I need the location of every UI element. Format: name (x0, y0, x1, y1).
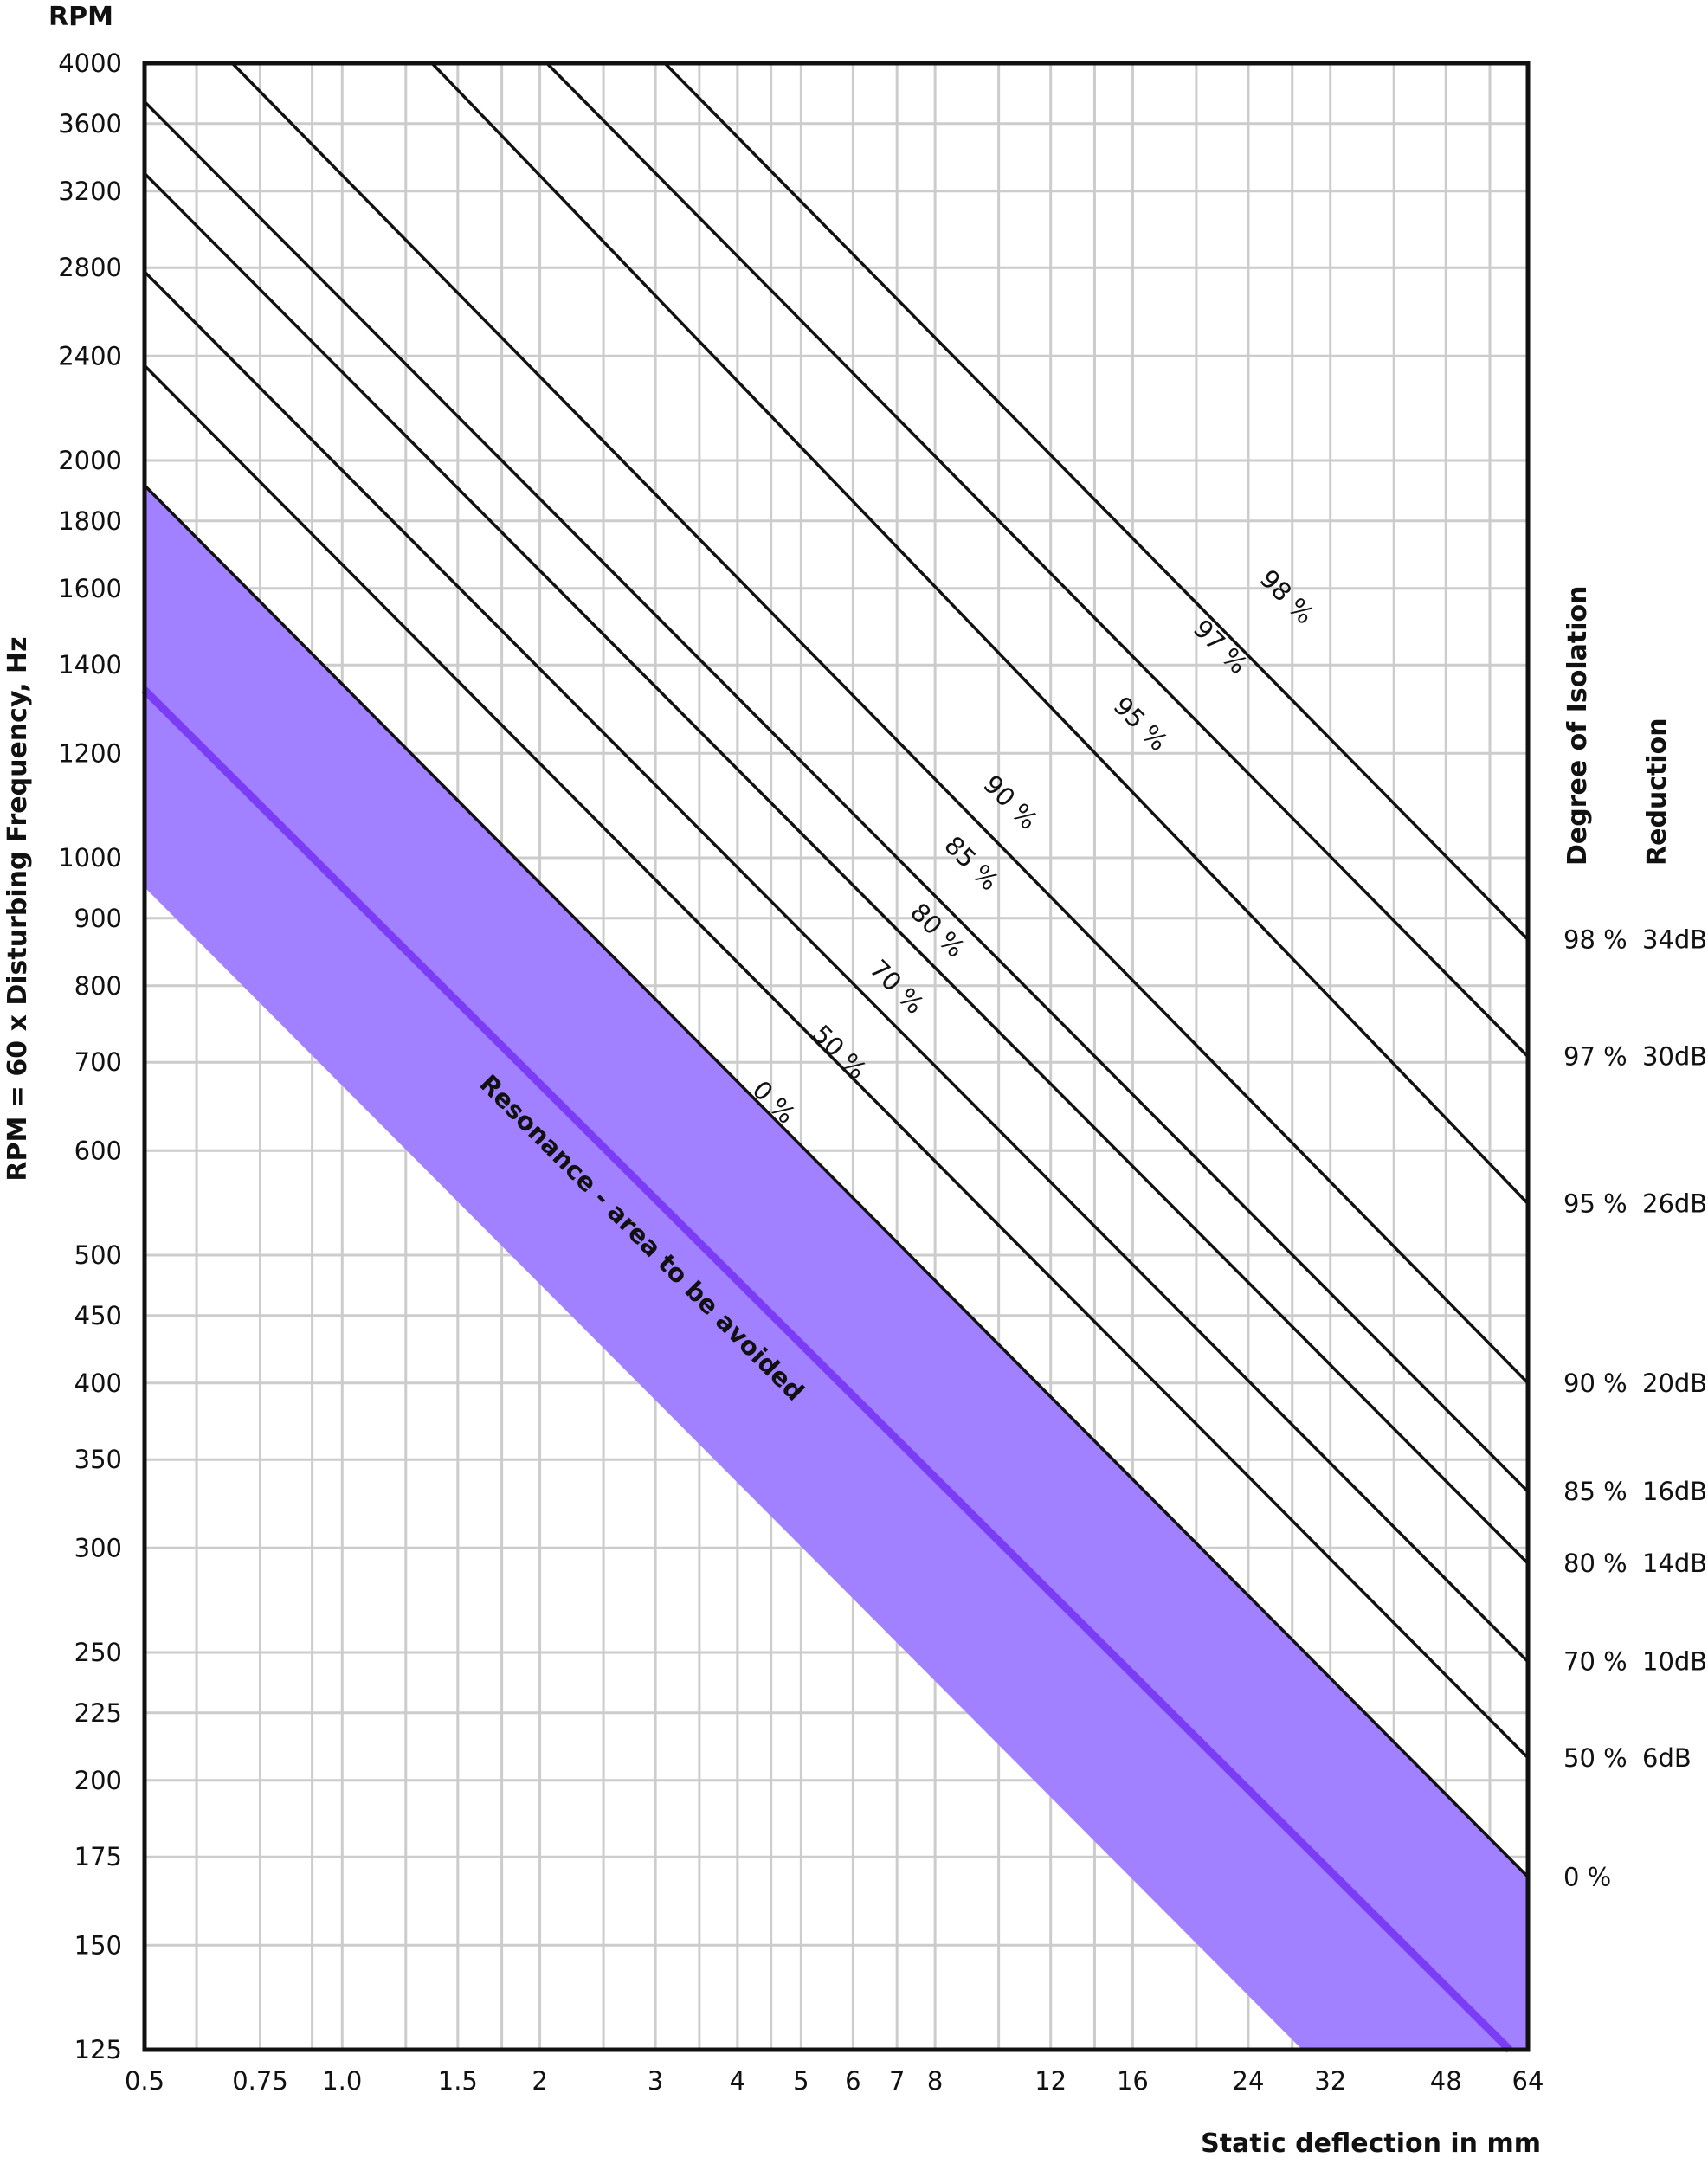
y-tick-label: 225 (74, 1698, 122, 1728)
x-tick-label: 4 (730, 2066, 745, 2096)
isolation-value: 97 % (1563, 1042, 1627, 1072)
curve-label: 90 % (977, 770, 1043, 835)
x-axis-title: Static deflection in mm (1201, 2129, 1541, 2159)
y-tick-label: 2800 (58, 253, 122, 282)
y-tick-label: 250 (74, 1638, 122, 1667)
y-tick-label: 3600 (58, 109, 122, 138)
resonance-band-area (145, 485, 1528, 2050)
isolation-curves (143, 61, 1530, 1878)
x-tick-label: 16 (1117, 2066, 1149, 2096)
y-tick-label: 450 (74, 1301, 122, 1330)
curve-label: 95 % (1108, 691, 1174, 757)
x-tick-label: 7 (889, 2066, 905, 2096)
x-tick-label: 3 (648, 2066, 663, 2096)
y-tick-label: 3200 (58, 177, 122, 206)
reduction-header: Reduction (1642, 718, 1673, 866)
x-tick-label: 2 (532, 2066, 547, 2096)
x-tick-label: 0.75 (232, 2066, 288, 2096)
isolation-value: 85 % (1563, 1477, 1627, 1506)
reduction-value: 14dB (1642, 1549, 1707, 1578)
degree-of-isolation-header: Degree of Isolation (1563, 585, 1593, 866)
x-tick-label: 48 (1430, 2066, 1462, 2096)
isolation-curve (231, 61, 1530, 1384)
isolation-curve (143, 270, 1530, 1663)
y-tick-label: 1600 (58, 574, 122, 603)
x-tick-label: 5 (793, 2066, 809, 2096)
y-tick-label: 400 (74, 1369, 122, 1398)
y-tick-label: 350 (74, 1445, 122, 1474)
curve-label: 98 % (1254, 564, 1320, 629)
reduction-value: 34dB (1642, 925, 1707, 955)
reduction-value: 16dB (1642, 1477, 1707, 1506)
x-tick-label: 24 (1233, 2066, 1265, 2096)
y-axis-title: RPM = 60 x Disturbing Frequency, Hz (3, 636, 33, 1181)
x-tick-label: 64 (1512, 2066, 1544, 2096)
isolation-curve (663, 61, 1530, 941)
y-tick-label: 1200 (58, 738, 122, 768)
reduction-value: 6dB (1642, 1743, 1692, 1773)
reduction-value: 10dB (1642, 1647, 1707, 1677)
reduction-value: 26dB (1642, 1189, 1707, 1219)
isolation-value: 0 % (1563, 1862, 1611, 1891)
x-axis-ticks: 0.5 0.75 1.0 1.5 2 3 4 5 6 7 8 12 16 24 32 48 64 (125, 2066, 1544, 2096)
y-tick-label: 1000 (58, 843, 122, 873)
y-tick-label: 1800 (58, 506, 122, 536)
x-tick-label: 1.0 (322, 2066, 362, 2096)
y-tick-label: 600 (74, 1136, 122, 1165)
isolation-curve (143, 100, 1530, 1493)
isolation-curve (143, 484, 1530, 1878)
y-tick-label: 200 (74, 1766, 122, 1795)
y-tick-label: 2400 (58, 341, 122, 370)
isolation-value: 98 % (1563, 925, 1627, 955)
y-tick-label: 2000 (58, 446, 122, 475)
y-tick-label: 800 (74, 971, 122, 1001)
isolation-value: 70 % (1563, 1647, 1627, 1677)
isolation-curve (143, 364, 1530, 1760)
isolation-curve (143, 172, 1530, 1565)
x-tick-label: 8 (927, 2066, 943, 2096)
y-tick-label: 150 (74, 1930, 122, 1960)
y-tick-label: 300 (74, 1533, 122, 1562)
x-tick-label: 32 (1314, 2066, 1346, 2096)
y-tick-label: 4000 (58, 48, 122, 78)
y-tick-label: 700 (74, 1047, 122, 1077)
curve-label: 50 % (807, 1019, 873, 1085)
reduction-value: 20dB (1642, 1369, 1707, 1398)
x-tick-label: 6 (845, 2066, 860, 2096)
isolation-curve (430, 61, 1530, 1205)
resonance-centerline (141, 687, 1512, 2053)
y-tick-label: 175 (74, 1842, 122, 1871)
isolation-curve (545, 61, 1530, 1058)
y-tick-label: 1400 (58, 650, 122, 679)
x-tick-label: 0.5 (125, 2066, 164, 2096)
reduction-value: 30dB (1642, 1042, 1707, 1072)
x-tick-label: 1.5 (438, 2066, 478, 2096)
y-axis-ticks: 4000 3600 3200 2800 2400 2000 1800 1600 1400 1200… (58, 48, 122, 2064)
y-tick-label: 900 (74, 904, 122, 933)
y-tick-label: 125 (74, 2035, 122, 2064)
y-axis-top-label: RPM (48, 2, 113, 32)
curve-label: 80 % (905, 898, 970, 963)
plot-frame (142, 61, 1531, 2052)
isolation-value: 90 % (1563, 1369, 1627, 1398)
isolation-value: 95 % (1563, 1189, 1627, 1219)
y-tick-label: 500 (74, 1240, 122, 1270)
isolation-value: 50 % (1563, 1743, 1627, 1773)
resonance-band (141, 485, 1528, 2053)
x-tick-label: 12 (1034, 2066, 1067, 2096)
isolation-value: 80 % (1563, 1549, 1627, 1578)
right-panel: Degree of Isolation Reduction 98 % 34dB 97 %… (1563, 585, 1707, 1891)
